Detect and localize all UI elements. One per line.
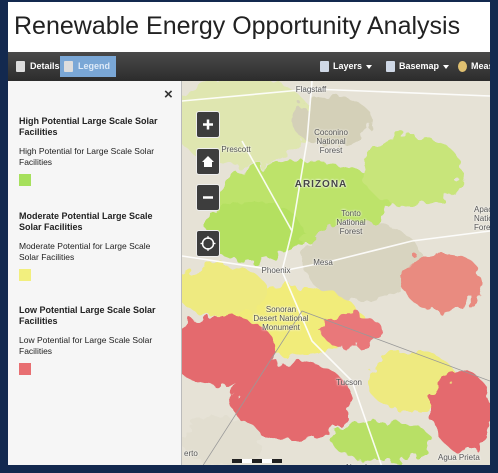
- legend-swatch: [19, 363, 31, 375]
- tab-label: Legend: [78, 61, 110, 71]
- map-label-line: Tonto: [336, 209, 365, 218]
- map-label: ApacNatioFore: [474, 205, 490, 232]
- map-label-line: Coconino: [314, 128, 348, 137]
- details-tab[interactable]: Details: [12, 56, 66, 77]
- map-label: erto: [184, 449, 198, 458]
- legend-swatch: [19, 174, 31, 186]
- legend-swatch: [19, 269, 31, 281]
- page-title: Renewable Energy Opportunity Analysis: [14, 12, 460, 41]
- map-label-line: Phoenix: [262, 266, 291, 275]
- map-label: Nogales: [346, 463, 375, 467]
- map-label-line: Natio: [474, 214, 490, 223]
- legend-label: High Potential for Large Scale Solar Fac…: [19, 146, 169, 168]
- legend-title: Low Potential Large Scale Solar Faciliti…: [19, 305, 169, 327]
- legend-item: Moderate Potential Large Scale Solar Fac…: [19, 211, 169, 281]
- map-label: Tucson: [336, 378, 362, 387]
- map-label-line: Mesa: [313, 258, 333, 267]
- legend-label: Moderate Potential for Large Scale Solar…: [19, 241, 169, 263]
- map-label-line: Nogales: [346, 463, 375, 467]
- map-label-line: National: [336, 218, 365, 227]
- close-button[interactable]: ×: [164, 86, 173, 103]
- map-label-line: Prescott: [221, 145, 250, 154]
- map-label-line: Fore: [474, 223, 490, 232]
- map-label: Phoenix: [262, 266, 291, 275]
- map-label-line: Sonoran: [253, 305, 308, 314]
- map-label-line: Agua Prieta: [438, 453, 480, 462]
- zoom-in-button[interactable]: [196, 111, 220, 138]
- map-label-line: Monument: [253, 323, 308, 332]
- zoom-out-button[interactable]: [196, 184, 220, 211]
- basemap-menu[interactable]: Basemap: [384, 56, 449, 77]
- menu-label: Basemap: [399, 61, 439, 71]
- tab-label: Details: [30, 61, 60, 71]
- map-label-line: Tucson: [336, 378, 362, 387]
- map-label-line: National: [314, 137, 348, 146]
- legend-tab[interactable]: Legend: [60, 56, 116, 77]
- map-label: Prescott: [221, 145, 250, 154]
- map-label-line: erto: [184, 449, 198, 458]
- map-label: Flagstaff: [296, 85, 327, 94]
- legend-label: Low Potential for Large Scale Solar Faci…: [19, 335, 169, 357]
- menu-label: Layers: [333, 61, 362, 71]
- layers-menu[interactable]: Layers: [318, 56, 372, 77]
- home-button[interactable]: [196, 148, 220, 175]
- map-label-line: Forest: [314, 146, 348, 155]
- app-window: Renewable Energy Opportunity Analysis De…: [0, 0, 498, 473]
- map-label-line: Forest: [336, 227, 365, 236]
- toolbar: Details Legend Layers Basemap Meas: [8, 52, 490, 81]
- menu-label: Meas: [471, 61, 494, 71]
- map-label-line: Apac: [474, 205, 490, 214]
- map-label: Mesa: [313, 258, 333, 267]
- map-label-line: Flagstaff: [296, 85, 327, 94]
- measure-menu[interactable]: Meas: [456, 56, 494, 77]
- legend-title: High Potential Large Scale Solar Facilit…: [19, 116, 169, 138]
- map-label-line: ARIZONA: [295, 180, 348, 189]
- legend-title: Moderate Potential Large Scale Solar Fac…: [19, 211, 169, 233]
- map-label-line: Desert National: [253, 314, 308, 323]
- legend-panel: × High Potential Large Scale Solar Facil…: [8, 81, 182, 467]
- map-label: ARIZONA: [295, 180, 348, 189]
- legend-item: High Potential Large Scale Solar Facilit…: [19, 116, 169, 186]
- locate-button[interactable]: [196, 230, 220, 257]
- map-label: Agua Prieta: [438, 453, 480, 462]
- legend-item: Low Potential Large Scale Solar Faciliti…: [19, 305, 169, 375]
